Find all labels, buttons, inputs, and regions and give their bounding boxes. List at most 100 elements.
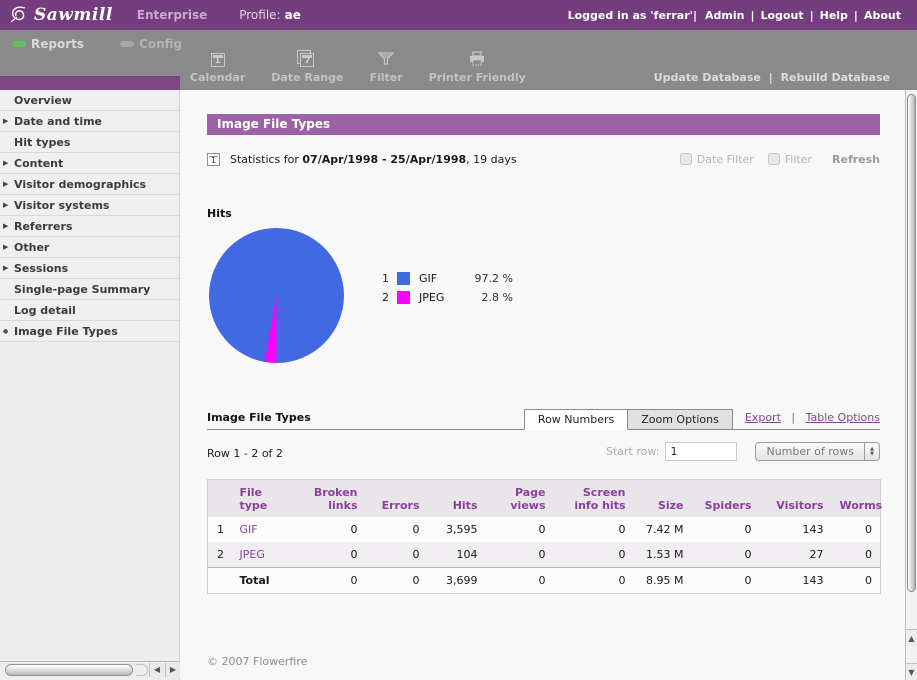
database-actions: Update Database | Rebuild Database bbox=[654, 71, 890, 84]
date-filter-checkbox[interactable] bbox=[680, 153, 692, 165]
sidebar-item-date-and-time[interactable]: ▶Date and time bbox=[0, 111, 179, 132]
col-file-type[interactable]: File type bbox=[232, 480, 290, 518]
sidebar-item-sessions[interactable]: ▶Sessions bbox=[0, 258, 179, 279]
sidebar-item-content[interactable]: ▶Content bbox=[0, 153, 179, 174]
filter-checkbox[interactable] bbox=[768, 153, 780, 165]
gif-color-swatch-icon bbox=[397, 272, 410, 285]
table-links: Export | Table Options bbox=[745, 411, 880, 429]
gif-link[interactable]: GIF bbox=[240, 523, 258, 536]
col-errors[interactable]: Errors bbox=[366, 480, 428, 518]
row-range-text: Row 1 - 2 of 2 bbox=[207, 447, 283, 460]
printer-friendly-button[interactable]: Printer Friendly bbox=[429, 51, 526, 84]
date-filter-label: Date Filter bbox=[697, 153, 754, 166]
col-worms[interactable]: Worms bbox=[832, 480, 881, 518]
col-size[interactable]: Size bbox=[634, 480, 692, 518]
logged-in-text: Logged in as 'ferrar'| bbox=[568, 9, 697, 22]
jpeg-link[interactable]: JPEG bbox=[240, 548, 265, 561]
col-hits[interactable]: Hits bbox=[428, 480, 486, 518]
sawmill-app-window: Sawmill Enterprise Profile:ae Logged in … bbox=[0, 0, 917, 680]
scroll-right-button[interactable]: ▶ bbox=[165, 663, 180, 677]
sidebar-item-other[interactable]: ▶Other bbox=[0, 237, 179, 258]
toolbar-band: Reports Config 1 Calendar 7 Date Range bbox=[0, 30, 917, 90]
scroll-up-button[interactable]: ▲ bbox=[906, 629, 917, 646]
about-link[interactable]: About bbox=[864, 9, 901, 22]
col-broken-links[interactable]: Broken links bbox=[290, 480, 366, 518]
sidebar-item-overview[interactable]: Overview bbox=[0, 90, 179, 111]
tab-reports[interactable]: Reports bbox=[12, 37, 84, 51]
col-screen-info-hits[interactable]: Screen info hits bbox=[554, 480, 634, 518]
main-vertical-scrollbar[interactable]: ▲ ▼ bbox=[905, 90, 917, 680]
config-indicator-icon bbox=[120, 41, 134, 47]
filter-button[interactable]: Filter bbox=[369, 51, 402, 84]
logout-link[interactable]: Logout bbox=[760, 9, 803, 22]
table-header-row: File type Broken links Errors Hits Page … bbox=[208, 480, 881, 518]
top-header-bar: Sawmill Enterprise Profile:ae Logged in … bbox=[0, 0, 917, 30]
table-row-jpeg: 2 JPEG 0 0 104 0 0 1.53 M 0 27 0 bbox=[208, 542, 881, 568]
report-toolbar: 1 Calendar 7 Date Range Filter bbox=[190, 51, 526, 84]
statistics-row: 1 Statistics for 07/Apr/1998 - 25/Apr/19… bbox=[207, 149, 880, 169]
filter-funnel-icon bbox=[377, 51, 395, 67]
calendar-button[interactable]: 1 Calendar bbox=[190, 53, 245, 84]
sidebar-item-visitor-systems[interactable]: ▶Visitor systems bbox=[0, 195, 179, 216]
page-title: Image File Types bbox=[217, 117, 330, 131]
brand-name: Sawmill bbox=[34, 5, 113, 25]
stepper-arrows-icon: ▲▼ bbox=[864, 443, 879, 460]
sidebar-header-strip bbox=[0, 76, 180, 90]
sidebar-item-referrers[interactable]: ▶Referrers bbox=[0, 216, 179, 237]
sidebar-item-visitor-demographics[interactable]: ▶Visitor demographics bbox=[0, 174, 179, 195]
sidebar-horizontal-scrollbar[interactable]: ◀ ▶ bbox=[0, 661, 180, 678]
image-file-types-table: File type Broken links Errors Hits Page … bbox=[207, 479, 881, 594]
jpeg-color-swatch-icon bbox=[397, 291, 410, 304]
scrollbar-thumb[interactable] bbox=[5, 664, 133, 676]
hits-pie-chart-block: Hits 1 GIF 97.2 % 2 JPEG 2.8 % bbox=[207, 207, 880, 375]
scrollbar-track bbox=[136, 664, 148, 676]
admin-link[interactable]: Admin bbox=[705, 9, 744, 22]
scroll-down-button[interactable]: ▼ bbox=[906, 663, 917, 680]
scroll-left-button[interactable]: ◀ bbox=[149, 663, 164, 677]
number-of-rows-dropdown[interactable]: Number of rows ▲▼ bbox=[755, 442, 880, 461]
update-database-link[interactable]: Update Database bbox=[654, 71, 761, 84]
start-row-input[interactable] bbox=[665, 442, 737, 461]
profile-value: ae bbox=[285, 8, 301, 22]
table-title: Image File Types bbox=[207, 411, 524, 429]
legend-item-gif: 1 GIF 97.2 % bbox=[375, 269, 513, 288]
copyright-text: © 2007 Flowerfire bbox=[207, 655, 307, 668]
tab-config[interactable]: Config bbox=[120, 37, 182, 51]
export-link[interactable]: Export bbox=[745, 411, 781, 424]
sidebar-item-image-file-types[interactable]: ●Image File Types bbox=[0, 321, 179, 342]
rebuild-database-link[interactable]: Rebuild Database bbox=[781, 71, 890, 84]
tab-row-numbers[interactable]: Row Numbers bbox=[524, 409, 628, 430]
col-page-views[interactable]: Page views bbox=[486, 480, 554, 518]
col-visitors[interactable]: Visitors bbox=[760, 480, 832, 518]
profile-label: Profile:ae bbox=[239, 8, 301, 22]
start-row-label: Start row: bbox=[606, 445, 659, 458]
reports-indicator-icon bbox=[12, 41, 26, 47]
date-range-icon: 7 bbox=[300, 53, 314, 67]
filter-label: Filter bbox=[785, 153, 812, 166]
statistics-text: Statistics for 07/Apr/1998 - 25/Apr/1998… bbox=[230, 153, 517, 166]
pie-chart bbox=[209, 228, 344, 363]
calendar-icon: 1 bbox=[211, 53, 225, 67]
table-section-header: Image File Types Row Numbers Zoom Option… bbox=[207, 406, 880, 430]
date-range-button[interactable]: 7 Date Range bbox=[271, 53, 343, 84]
session-links: Logged in as 'ferrar'| Admin | Logout | … bbox=[564, 0, 905, 30]
nav-tabs: Reports Config bbox=[12, 37, 182, 51]
col-spiders[interactable]: Spiders bbox=[692, 480, 760, 518]
total-label: Total bbox=[232, 568, 290, 594]
sawmill-logo-icon bbox=[8, 4, 30, 26]
sidebar-item-hit-types[interactable]: Hit types bbox=[0, 132, 179, 153]
help-link[interactable]: Help bbox=[820, 9, 848, 22]
tab-zoom-options[interactable]: Zoom Options bbox=[628, 409, 733, 430]
sidebar-item-single-page-summary[interactable]: Single-page Summary bbox=[0, 279, 179, 300]
refresh-button[interactable]: Refresh bbox=[832, 153, 880, 166]
scrollbar-thumb[interactable] bbox=[907, 94, 916, 592]
table-options-link[interactable]: Table Options bbox=[806, 411, 880, 424]
row-info-bar: Row 1 - 2 of 2 Start row: Number of rows… bbox=[207, 442, 880, 464]
sidebar-item-log-detail[interactable]: Log detail bbox=[0, 300, 179, 321]
date-calendar-icon[interactable]: 1 bbox=[207, 153, 220, 166]
date-range-value: 07/Apr/1998 - 25/Apr/1998 bbox=[302, 153, 466, 166]
edition-label: Enterprise bbox=[137, 8, 207, 22]
filter-controls: Date Filter Filter Refresh bbox=[680, 149, 880, 169]
sawmill-logo[interactable]: Sawmill bbox=[8, 4, 113, 26]
report-main-panel: Image File Types 1 Statistics for 07/Apr… bbox=[180, 90, 905, 680]
